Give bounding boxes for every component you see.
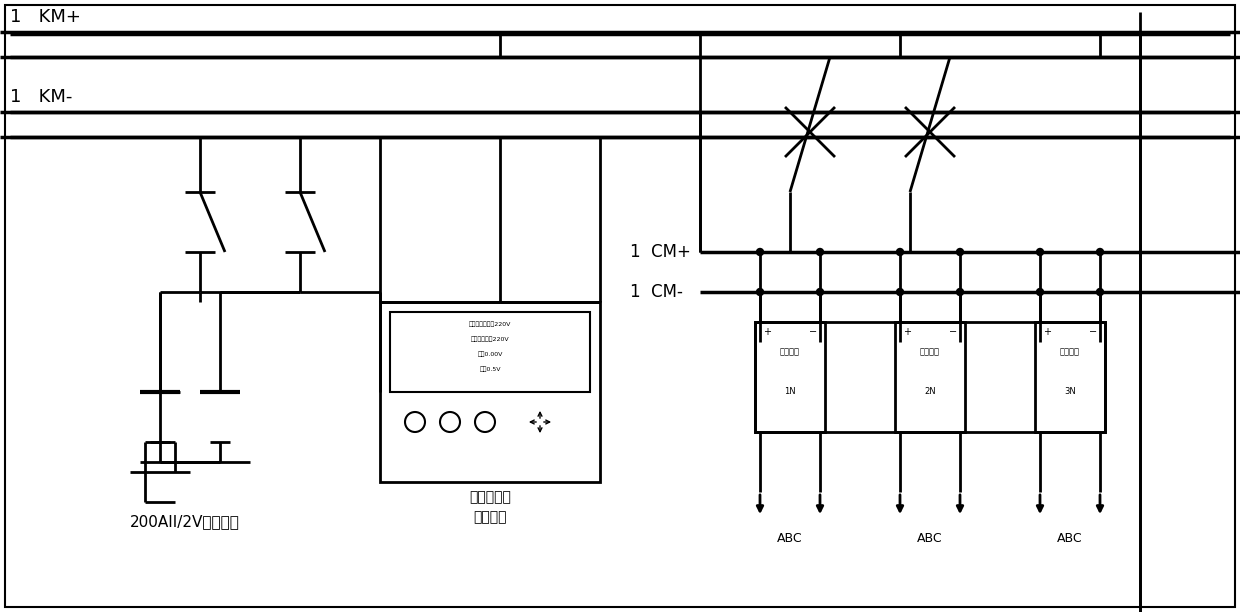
Text: 1   KM-: 1 KM-	[10, 88, 72, 106]
Circle shape	[956, 288, 963, 296]
Text: 充电模块: 充电模块	[780, 348, 800, 357]
Circle shape	[1037, 288, 1044, 296]
Bar	[379, 302, 600, 482]
Text: +: +	[903, 327, 911, 337]
Text: 2N: 2N	[924, 387, 936, 397]
Text: 3N: 3N	[1064, 387, 1076, 397]
Text: 1  CM+: 1 CM+	[630, 243, 691, 261]
Text: 压差0.00V: 压差0.00V	[477, 351, 502, 357]
Text: −: −	[949, 327, 957, 337]
Text: 200AII/2V蓄电池组: 200AII/2V蓄电池组	[130, 515, 239, 529]
Text: ABC: ABC	[918, 532, 942, 545]
Text: +: +	[1043, 327, 1052, 337]
Bar	[1035, 322, 1105, 432]
Text: 1  CM-: 1 CM-	[630, 283, 683, 301]
Bar	[391, 312, 590, 392]
Text: 充电模块: 充电模块	[1060, 348, 1080, 357]
Circle shape	[816, 288, 823, 296]
Text: 直流母线电压220V: 直流母线电压220V	[471, 336, 510, 341]
Text: 阈值0.5V: 阈值0.5V	[479, 366, 501, 372]
Circle shape	[1096, 288, 1104, 296]
Text: −: −	[1089, 327, 1097, 337]
Bar	[755, 322, 1105, 432]
Bar	[895, 322, 965, 432]
Text: ABC: ABC	[1058, 532, 1083, 545]
Circle shape	[1096, 248, 1104, 255]
Text: +: +	[763, 327, 771, 337]
Text: 1N: 1N	[784, 387, 796, 397]
Circle shape	[897, 248, 904, 255]
Text: 直流蓄电池电压220V: 直流蓄电池电压220V	[469, 321, 511, 327]
Text: 检测装置: 检测装置	[474, 510, 507, 524]
Bar	[755, 322, 825, 432]
Circle shape	[756, 248, 764, 255]
Circle shape	[956, 248, 963, 255]
Circle shape	[816, 248, 823, 255]
Text: 直流蓄电池: 直流蓄电池	[469, 490, 511, 504]
Circle shape	[1037, 248, 1044, 255]
Text: 1   KM+: 1 KM+	[10, 8, 81, 26]
Circle shape	[756, 288, 764, 296]
Circle shape	[897, 288, 904, 296]
Text: 充电模块: 充电模块	[920, 348, 940, 357]
Text: −: −	[808, 327, 817, 337]
Text: ABC: ABC	[777, 532, 802, 545]
